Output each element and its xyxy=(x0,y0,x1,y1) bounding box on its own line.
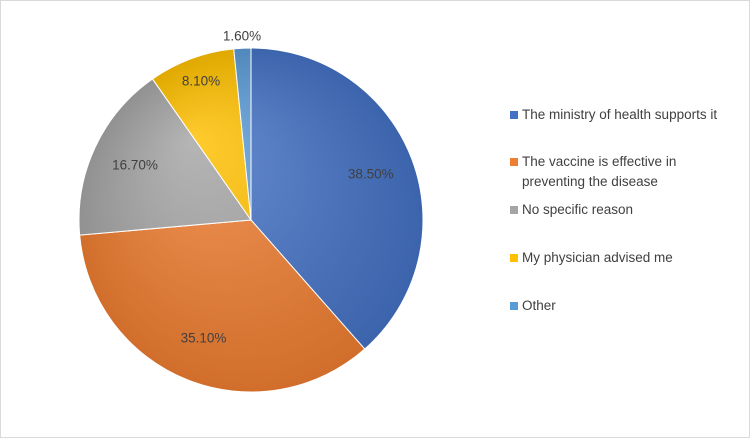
data-label-no-reason: 16.70% xyxy=(112,157,158,172)
legend-item-physician: My physician advised me xyxy=(510,248,740,268)
legend-label: My physician advised me xyxy=(522,250,673,265)
legend-item-other: Other xyxy=(510,296,740,316)
pie-slice-vaccine-effective xyxy=(79,219,366,393)
legend-label: Other xyxy=(522,298,556,313)
legend-swatch xyxy=(510,206,518,214)
data-label-vaccine-effective: 35.10% xyxy=(181,330,227,345)
pie-slice-other xyxy=(233,47,252,221)
data-label-other: 1.60% xyxy=(223,29,261,44)
pie-data-labels: 38.50% 35.10% 16.70% 8.10% 1.60% xyxy=(112,29,394,346)
legend-item-no-reason: No specific reason xyxy=(510,200,740,220)
legend-item-ministry: The ministry of health supports it xyxy=(510,105,740,125)
legend-label: No specific reason xyxy=(522,202,634,217)
legend-item-vaccine-effective: The vaccine is effective in preventing t… xyxy=(510,152,740,192)
data-label-physician: 8.10% xyxy=(182,74,220,89)
legend-swatch xyxy=(510,111,518,119)
legend-swatch xyxy=(510,158,518,166)
legend-label: The vaccine is effective in preventing t… xyxy=(522,154,677,189)
pie-slice-physician xyxy=(151,48,252,222)
legend-label: The ministry of health supports it xyxy=(522,107,718,122)
pie-slice-no-reason xyxy=(78,78,252,236)
legend: The ministry of health supports it The v… xyxy=(510,1,745,437)
pie-slice-ministry xyxy=(250,47,424,350)
data-label-ministry: 38.50% xyxy=(348,166,394,181)
legend-swatch xyxy=(510,302,518,310)
pie-slices xyxy=(78,47,424,393)
legend-swatch xyxy=(510,254,518,262)
